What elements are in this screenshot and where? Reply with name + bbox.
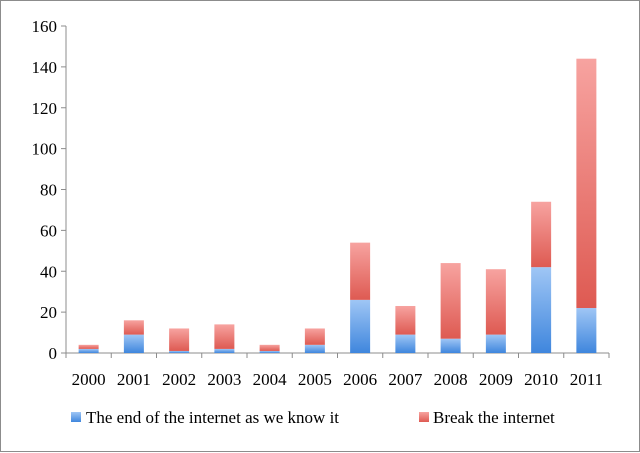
legend-label: The end of the internet as we know it [86, 408, 339, 427]
bar-segment-break-the-internet-2002 [169, 328, 190, 351]
bar-segment-end-of-internet-2004 [259, 350, 280, 353]
bar-segment-break-the-internet-2005 [304, 328, 325, 345]
bars [78, 58, 597, 353]
legend-swatch [71, 412, 81, 422]
bar-segment-end-of-internet-2010 [531, 267, 552, 353]
x-tick-label: 2010 [524, 370, 558, 389]
bar-segment-break-the-internet-2008 [440, 263, 461, 339]
bar-segment-break-the-internet-2004 [259, 344, 280, 351]
x-tick-label: 2009 [479, 370, 513, 389]
legend-swatch [419, 412, 429, 422]
bar-segment-end-of-internet-2005 [304, 344, 325, 353]
y-tick-label: 160 [32, 17, 58, 36]
bar-segment-end-of-internet-2003 [214, 348, 235, 353]
bar-segment-break-the-internet-2001 [123, 320, 144, 335]
axes: 0 20 40 60 80 100 120 140 160 2000 2001 2002 2003 200… [32, 17, 610, 389]
bar-segment-break-the-internet-2011 [576, 58, 597, 309]
bar-segment-break-the-internet-2003 [214, 324, 235, 349]
y-tick-label: 100 [32, 140, 58, 159]
y-tick-label: 20 [40, 303, 57, 322]
x-tick-label: 2007 [388, 370, 423, 389]
bar-segment-break-the-internet-2006 [350, 242, 371, 300]
x-tick-label: 2001 [117, 370, 151, 389]
x-tick-label: 2000 [72, 370, 106, 389]
y-tick-label: 80 [40, 181, 57, 200]
y-tick-label: 60 [40, 221, 57, 240]
bar-segment-end-of-internet-2000 [78, 348, 99, 353]
bar-segment-break-the-internet-2009 [485, 269, 506, 335]
bar-segment-end-of-internet-2006 [350, 299, 371, 353]
bar-segment-end-of-internet-2001 [123, 334, 144, 353]
y-tick-label: 140 [32, 58, 58, 77]
y-tick-label: 120 [32, 99, 58, 118]
x-tick-label: 2011 [570, 370, 603, 389]
bar-segment-end-of-internet-2002 [169, 350, 190, 353]
bar-segment-break-the-internet-2010 [531, 201, 552, 268]
bar-segment-end-of-internet-2008 [440, 338, 461, 353]
legend: The end of the internet as we know it Bre… [71, 408, 555, 427]
bar-segment-break-the-internet-2007 [395, 305, 416, 335]
bar-segment-end-of-internet-2007 [395, 334, 416, 353]
x-tick-label: 2003 [207, 370, 241, 389]
y-tick-label: 40 [40, 262, 57, 281]
x-tick-label: 2006 [343, 370, 377, 389]
x-tick-label: 2005 [298, 370, 332, 389]
x-tick-label: 2004 [253, 370, 288, 389]
x-tick-label: 2008 [434, 370, 468, 389]
y-tick-label: 0 [49, 344, 58, 363]
bar-segment-end-of-internet-2009 [485, 334, 506, 353]
legend-label: Break the internet [433, 408, 555, 427]
x-tick-label: 2002 [162, 370, 196, 389]
bar-segment-end-of-internet-2011 [576, 308, 597, 353]
bar-segment-break-the-internet-2000 [78, 344, 99, 349]
